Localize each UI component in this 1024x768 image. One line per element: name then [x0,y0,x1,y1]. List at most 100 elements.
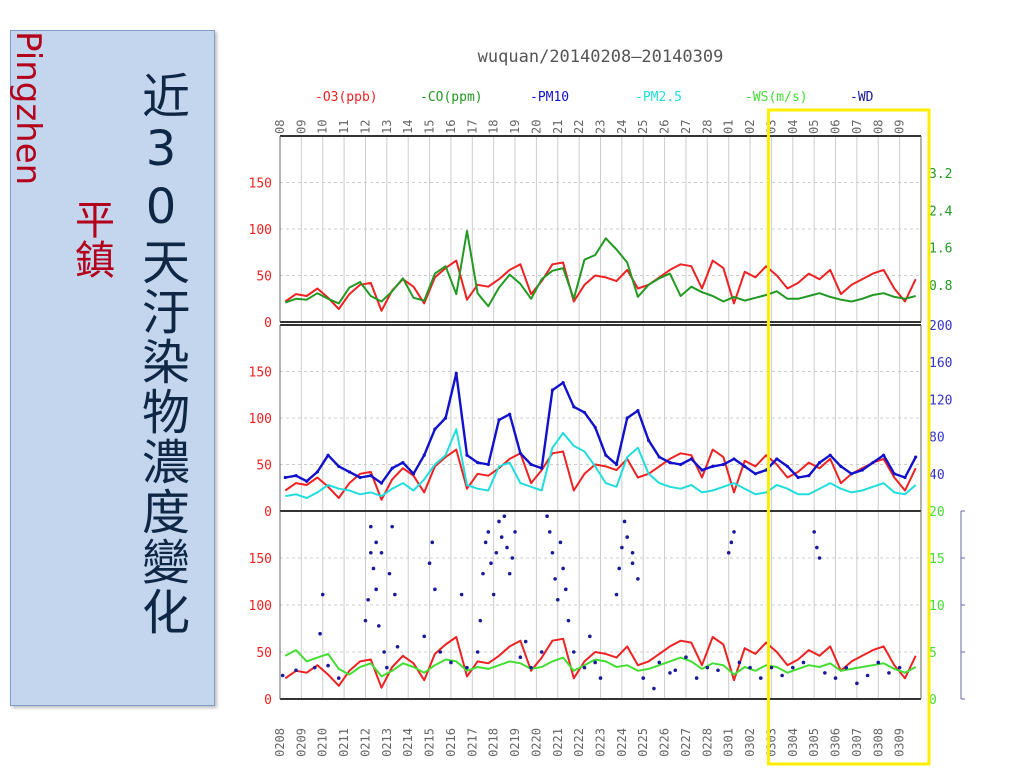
series-wd-point [494,550,499,555]
left-tick-label: 0 [264,693,272,708]
top-tick-label: 04 [786,120,800,134]
top-tick-label: 24 [615,120,629,134]
series-wd-point [652,686,656,691]
series-wd-point [393,592,397,597]
series-wd-point [486,530,491,534]
bottom-tick-label: 0307 [850,728,864,757]
top-tick-label: 13 [380,120,394,134]
legend-wd: -WD [850,90,874,105]
series-wd-point [571,650,576,654]
right-tick-label: 5 [929,646,937,661]
series-wd-point [555,597,560,602]
series-wd-point [395,644,400,649]
top-tick-label: 03 [764,120,778,134]
series-wd-point [390,524,394,529]
series-pm10-point [540,466,544,470]
top-tick-label: 09 [294,120,308,134]
series-wd-point [732,530,736,534]
top-tick-label: 12 [358,120,372,134]
legend-coppm: -CO(ppm) [420,90,483,105]
series-wd-point [622,519,627,524]
series-wd-point [598,676,603,680]
series-wd-point [791,665,795,670]
station-name-zh: 平鎮 [68,199,114,279]
series-wd-point [523,639,528,644]
legend-wsms: -WS(m/s) [745,90,808,105]
left-tick-label: 50 [256,270,272,285]
series-pm25-line [285,428,917,499]
series-pm10-point [775,457,779,461]
series-pm10-point [828,453,832,457]
series-wd-point [510,556,515,560]
series-wd-point [374,587,378,592]
title-panel: 近30天汙染物濃度變化 平鎮 Pingzhen [8,30,215,706]
series-pm10-point [636,408,640,413]
bottom-tick-label: 0227 [679,728,693,757]
series-wd-point [812,530,816,534]
series-wd-point [369,524,373,529]
series-wd-point [422,634,427,639]
top-tick-label: 20 [529,120,543,134]
top-tick-label: 14 [401,120,415,134]
series-pm10-point [283,475,287,480]
bottom-tick-label: 0211 [337,728,351,757]
series-wd-point [630,550,635,555]
series-wd-point [294,668,298,673]
series-wd-point [505,545,509,550]
top-tick-label: 01 [722,120,736,134]
top-tick-label: 08 [273,120,287,134]
series-wd-point [636,577,640,581]
left-tick-label: 50 [256,459,272,474]
series-pm10-point [604,453,608,457]
series-wd-point [716,668,720,673]
bottom-tick-label: 0223 [594,728,608,757]
series-wd-point [385,665,389,670]
left-tick-label: 100 [249,599,272,614]
series-pm10-point [294,474,298,478]
series-wd-point [815,545,819,550]
series-pm10-point [454,371,458,375]
series-wd-point [449,660,453,665]
series-wd-point [582,665,587,670]
top-tick-label: 10 [316,120,330,134]
series-wd-point [780,673,784,678]
series-wd-point [497,519,501,524]
series-wd-point [748,665,752,670]
right-tick-label: 120 [929,393,952,408]
series-pm10-point [871,461,875,465]
series-wd-point [320,592,325,597]
right-tick-label: 0 [929,693,937,708]
left-tick-label: 0 [264,505,272,520]
bottom-tick-label: 0219 [508,728,522,757]
series-wd-point [865,673,870,678]
top-tick-label: 05 [807,120,821,134]
series-wd-point [465,665,469,670]
series-wd-point [673,668,678,673]
series-wd-point [459,592,464,597]
series-wd-point [563,587,568,592]
series-pm10-point [764,468,768,472]
series-wd-point [513,530,517,534]
bottom-tick-label: 0215 [423,728,437,757]
series-wd-point [758,676,763,680]
pollutant-chart: wuquan/20140208–20140309 -O3(ppb) -CO(ppm)… [249,47,965,766]
series-wd-point [855,681,859,686]
series-wd-point [438,650,443,654]
bottom-tick-label: 0224 [615,728,629,757]
series-wd-point [737,660,742,665]
right-tick-label: 10 [929,599,945,614]
chart-title: wuquan/20140208–20140309 [478,47,724,67]
bottom-tick-label: 0305 [807,728,821,757]
series-pm10-point [657,455,661,459]
series-wd-point [876,660,881,665]
series-wd-point [547,530,552,534]
bottom-tick-label: 0210 [316,728,330,757]
series-pm10-point [401,461,405,465]
series-pm10-point [807,474,811,478]
series-wd-point [363,618,368,623]
series-wd-point [374,540,378,545]
series-pm10-point [614,462,619,467]
right-tick-label: 40 [929,468,945,483]
legend-o3ppb: -O3(ppb) [315,90,378,105]
series-pm10-point [497,418,501,422]
